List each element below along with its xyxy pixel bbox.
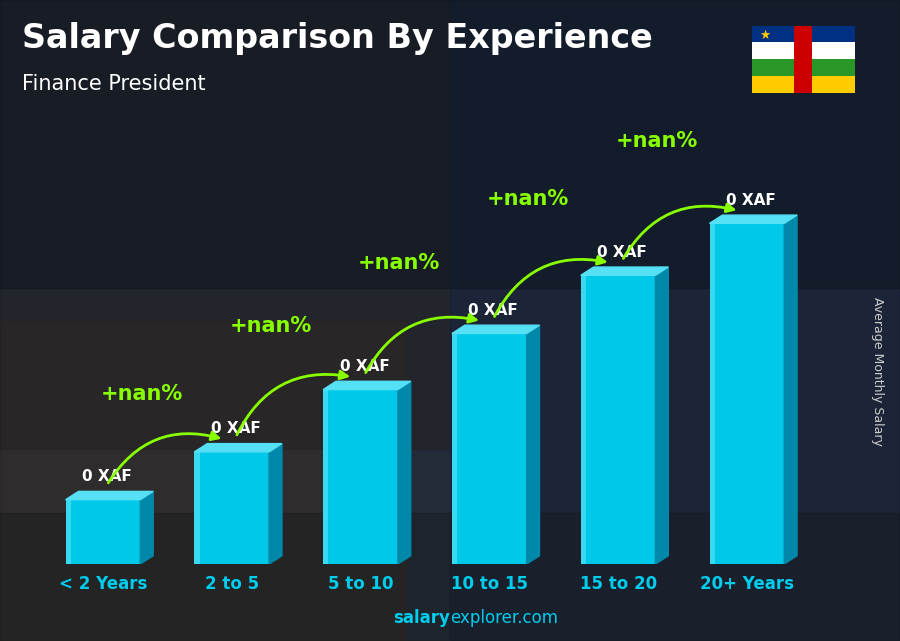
Bar — [580, 276, 655, 564]
Text: 0 XAF: 0 XAF — [725, 192, 776, 208]
Text: ★: ★ — [759, 29, 770, 42]
Bar — [323, 390, 398, 564]
Bar — [794, 26, 813, 93]
Polygon shape — [194, 444, 282, 452]
Bar — [194, 452, 269, 564]
Bar — [194, 452, 200, 564]
Text: Finance President: Finance President — [22, 74, 206, 94]
Bar — [66, 500, 140, 564]
Text: +nan%: +nan% — [101, 384, 183, 404]
Polygon shape — [398, 381, 410, 564]
Text: +nan%: +nan% — [358, 253, 440, 273]
Polygon shape — [655, 267, 669, 564]
Bar — [752, 42, 855, 60]
Polygon shape — [580, 267, 669, 276]
Bar — [709, 224, 784, 564]
Polygon shape — [452, 325, 539, 333]
Polygon shape — [66, 492, 153, 500]
Bar — [452, 333, 526, 564]
Polygon shape — [709, 215, 797, 224]
Polygon shape — [784, 215, 797, 564]
Text: 0 XAF: 0 XAF — [597, 245, 647, 260]
Bar — [709, 224, 715, 564]
Text: +nan%: +nan% — [487, 189, 569, 209]
Text: +nan%: +nan% — [616, 131, 698, 151]
Bar — [452, 333, 457, 564]
Polygon shape — [323, 381, 410, 390]
Text: salary: salary — [393, 609, 450, 627]
Text: 0 XAF: 0 XAF — [339, 359, 390, 374]
Polygon shape — [140, 492, 153, 564]
Text: Salary Comparison By Experience: Salary Comparison By Experience — [22, 22, 653, 55]
Polygon shape — [526, 325, 539, 564]
Text: +nan%: +nan% — [230, 315, 311, 336]
Text: 0 XAF: 0 XAF — [82, 469, 131, 484]
Text: 0 XAF: 0 XAF — [468, 303, 518, 318]
Bar — [752, 76, 855, 93]
Text: 0 XAF: 0 XAF — [211, 421, 260, 436]
Text: explorer.com: explorer.com — [450, 609, 558, 627]
Bar — [752, 26, 855, 42]
Bar — [323, 390, 328, 564]
Text: Average Monthly Salary: Average Monthly Salary — [871, 297, 884, 446]
Bar — [66, 500, 71, 564]
Polygon shape — [269, 444, 282, 564]
Bar — [580, 276, 586, 564]
Bar — [752, 60, 855, 76]
